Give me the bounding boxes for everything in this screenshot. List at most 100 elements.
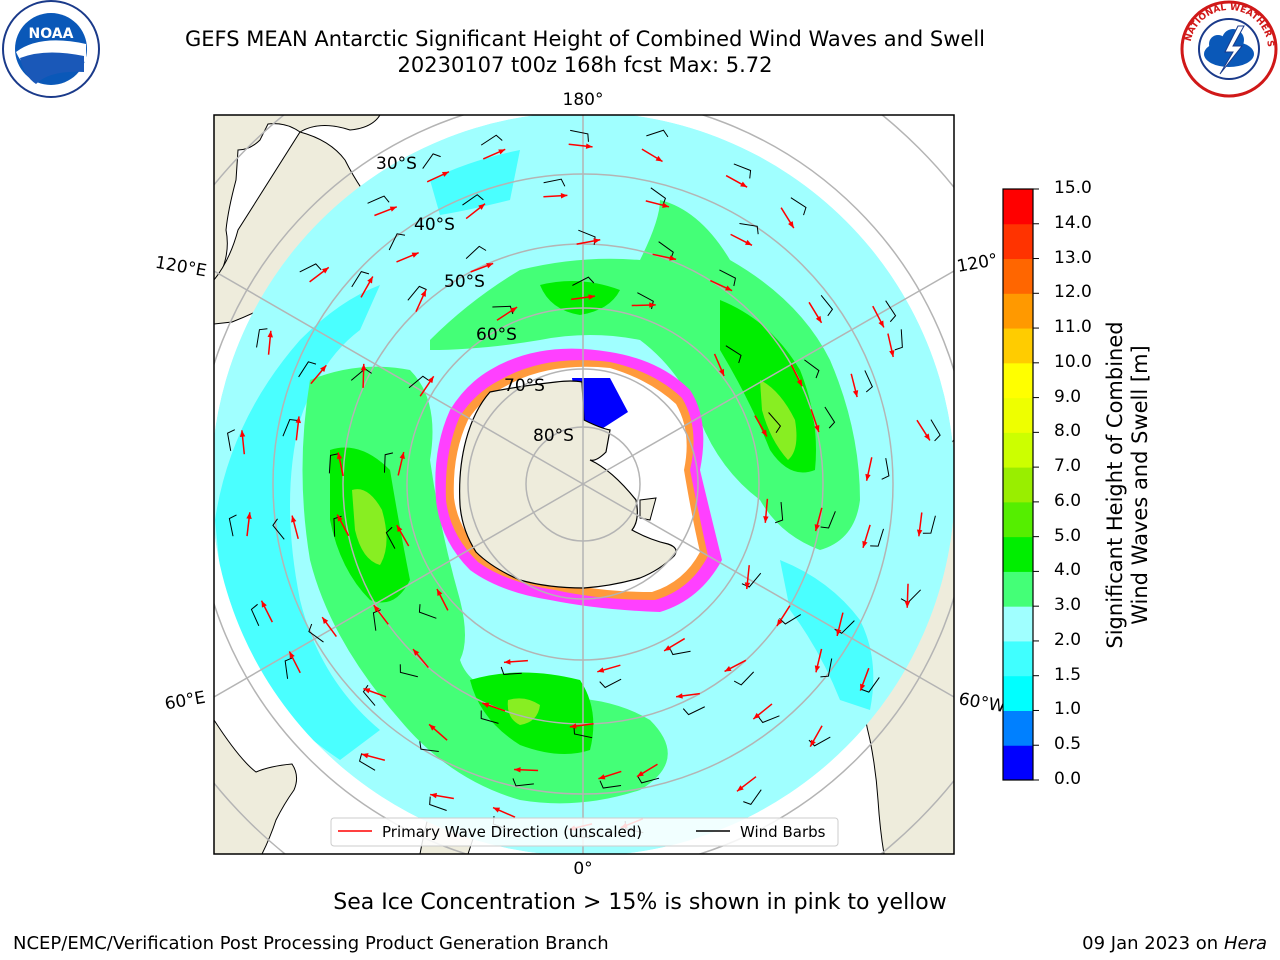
colorbar-segment <box>1003 606 1033 642</box>
colorbar-segment <box>1003 745 1033 781</box>
wind-barb <box>824 406 836 429</box>
wave-arrow-head <box>360 363 367 371</box>
wind-barb <box>429 796 447 811</box>
wind-barb <box>480 134 503 146</box>
wind-barbs <box>227 129 941 839</box>
wind-barb <box>741 572 762 588</box>
wind-barb <box>790 197 807 216</box>
wind-barb <box>299 263 322 273</box>
wave-arrow-head <box>430 792 437 799</box>
colorbar-tick-label: 8.0 <box>1054 421 1082 442</box>
lat-label-60s: 60°S <box>476 325 517 345</box>
wind-barb <box>256 328 268 348</box>
wave-arrow-head <box>373 605 380 612</box>
wind-barb <box>820 294 834 317</box>
wave-arrow-head <box>753 712 761 720</box>
colorbar-label: Significant Height of Combined Wind Wave… <box>1103 321 1152 649</box>
wind-barb <box>359 753 376 771</box>
lon-label-120e: 120°E <box>154 253 208 282</box>
wave-arrow-head <box>718 368 725 376</box>
wind-barb <box>227 429 235 451</box>
colorbar-segment <box>1003 223 1033 260</box>
wave-arrow-head <box>865 473 871 481</box>
wind-barb <box>298 361 317 378</box>
colorbar-segment <box>1003 432 1033 468</box>
wave-arrow-head <box>493 807 501 813</box>
wave-arrow-head <box>924 433 930 441</box>
wave-arrow-head <box>413 649 420 656</box>
lat-label-50s: 50°S <box>444 272 485 292</box>
wind-barb <box>492 305 514 315</box>
wind-barb <box>284 657 293 679</box>
wave-arrow-head <box>321 267 329 274</box>
wind-barb <box>228 514 237 537</box>
wind-barb <box>739 223 759 235</box>
wave-arrow-head <box>427 376 434 384</box>
wave-arrow-head <box>776 619 783 626</box>
colorbar-segment <box>1003 675 1033 711</box>
wave-arrow-head <box>736 785 744 792</box>
wave-arrow-head <box>810 739 816 747</box>
wave-arrow-head <box>649 302 656 308</box>
wave-arrow-head <box>337 514 343 522</box>
wave-arrow-head <box>862 540 868 548</box>
wind-barb <box>820 511 836 529</box>
wave-arrow-head <box>740 181 748 188</box>
wind-barb <box>500 666 522 675</box>
wave-arrow-head <box>916 529 923 537</box>
colorbar-tick-label: 3.0 <box>1054 595 1082 616</box>
wave-arrow-head <box>593 238 601 244</box>
wind-barb <box>328 453 339 474</box>
lon-label-180: 180° <box>563 90 604 110</box>
wind-barb <box>367 195 390 204</box>
wave-arrow-head <box>860 683 866 691</box>
wind-barb <box>894 329 903 351</box>
lon-label-0: 0° <box>573 859 592 879</box>
wind-barb <box>820 658 833 678</box>
wind-barb <box>462 194 484 206</box>
wind-barb <box>870 528 884 547</box>
wave-arrow-head <box>486 263 494 269</box>
footer-date: 09 Jan 2023 on Hera <box>1082 933 1267 954</box>
wind-barb <box>480 710 499 724</box>
wave-arrow-head <box>904 601 911 608</box>
wind-barb <box>572 276 595 286</box>
wave-arrow-head <box>745 239 752 246</box>
wave-arrow-head <box>411 252 419 258</box>
colorbar-frame <box>1002 188 1034 781</box>
colorbar-tick-label: 5.0 <box>1054 525 1082 546</box>
colorbar-tick-label: 9.0 <box>1054 386 1082 407</box>
wind-barb <box>861 677 880 693</box>
wind-barb <box>512 778 534 787</box>
wave-arrow-head <box>796 379 803 387</box>
colorbar-segment <box>1003 397 1033 433</box>
chart-subtitle: 20230107 t00z 168h fcst Max: 5.72 <box>397 53 773 77</box>
colorbar-tick-label: 10.0 <box>1054 351 1092 372</box>
wind-barb <box>385 526 396 549</box>
wave-arrow-head <box>814 665 821 673</box>
wind-barb <box>864 370 873 393</box>
wave-arrow-head <box>336 452 343 460</box>
wind-barb <box>885 300 897 323</box>
wave-arrow-head <box>498 149 506 155</box>
wind-barb <box>351 271 370 288</box>
wave-arrow-head <box>569 723 577 729</box>
colorbar <box>1002 188 1039 781</box>
noaa-logo-icon: NOAA <box>2 0 100 98</box>
wave-arrow-head <box>478 203 486 210</box>
colorbar-tick-label: 1.0 <box>1054 699 1082 720</box>
wave-arrow-head <box>429 724 436 731</box>
colorbar-segment <box>1003 328 1033 364</box>
wave-arrow-head <box>295 416 301 424</box>
wind-barb <box>573 725 593 739</box>
wave-arrow-head <box>267 330 273 338</box>
wave-arrow-head <box>662 202 670 208</box>
colorbar-tick-label: 13.0 <box>1054 247 1092 268</box>
wind-barb <box>362 684 376 706</box>
wave-arrow-head <box>852 390 859 398</box>
lat-label-30s: 30°S <box>376 154 417 174</box>
wave-arrow-head <box>636 771 644 777</box>
wind-barb <box>733 671 755 686</box>
wave-arrow-head <box>763 516 769 523</box>
wave-arrow-head <box>664 645 672 651</box>
